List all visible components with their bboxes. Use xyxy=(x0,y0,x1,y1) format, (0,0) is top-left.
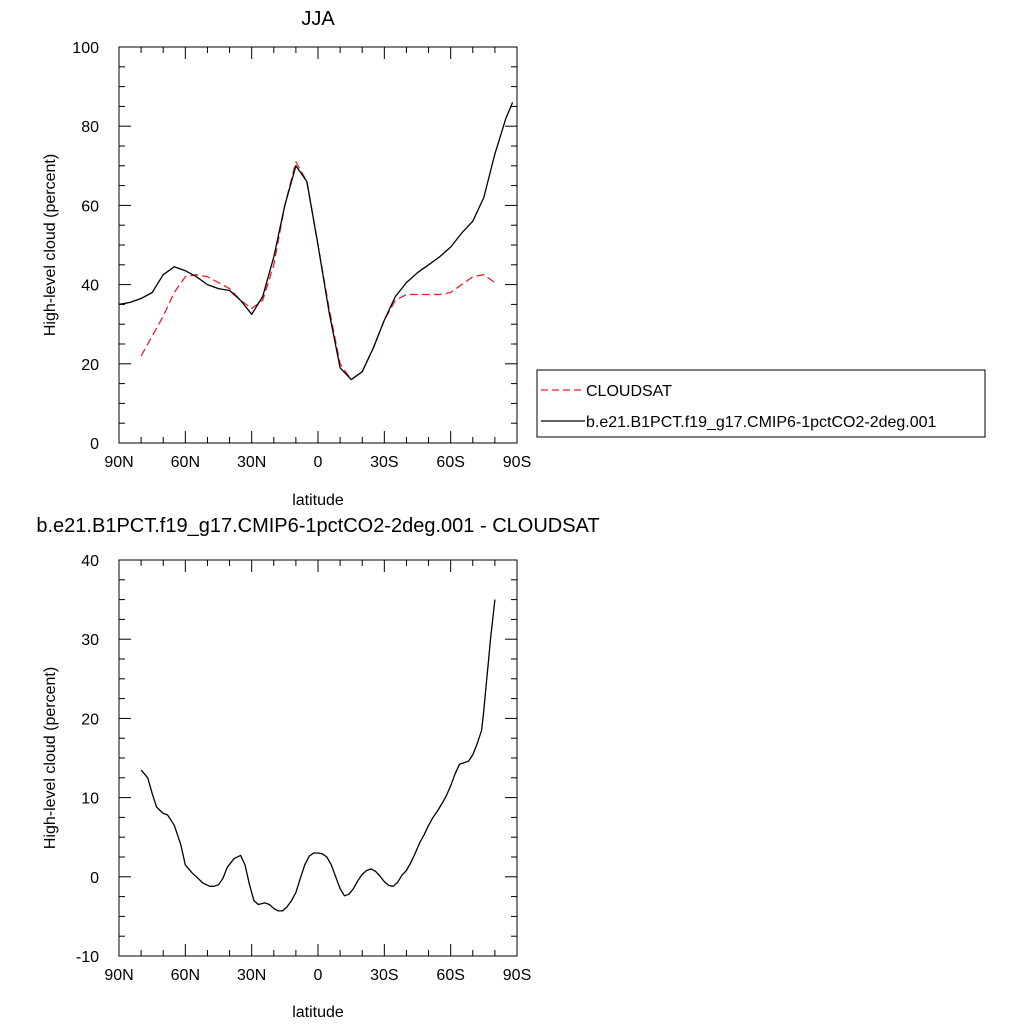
bottom-y-tick-label: 40 xyxy=(81,553,99,570)
top-panel-ylabel: High-level cloud (percent) xyxy=(42,154,59,336)
bottom-y-tick-label: 0 xyxy=(90,870,99,887)
bottom-x-tick-label: 30N xyxy=(237,967,266,984)
top-x-tick-label: 0 xyxy=(314,454,323,471)
bottom-panel-marks: 90N 60N 30N 0 30S 60S 90S -10 0 10 20 30 40 xyxy=(76,553,531,984)
top-x-tick-label: 90N xyxy=(104,454,133,471)
top-series-line-model xyxy=(118,102,514,381)
bottom-x-tick-label: 0 xyxy=(314,967,323,984)
legend-label-cloudsat: CLOUDSAT xyxy=(586,383,672,400)
top-panel-title: JJA xyxy=(301,8,335,30)
top-y-tick-label: 0 xyxy=(90,436,99,453)
bottom-y-tick-label: 20 xyxy=(81,711,99,728)
bottom-x-tick-label: 90N xyxy=(104,967,133,984)
bottom-panel-xlabel: latitude xyxy=(292,1004,344,1021)
bottom-panel: b.e21.B1PCT.f19_g17.CMIP6-1pctCO2-2deg.0… xyxy=(36,515,599,1021)
bottom-x-tick-label: 60N xyxy=(171,967,200,984)
top-x-tick-label: 90S xyxy=(503,454,531,471)
top-x-tick-label: 30S xyxy=(370,454,398,471)
top-y-tick-label: 60 xyxy=(81,198,99,215)
bottom-y-tick-label: 30 xyxy=(81,632,99,649)
bottom-y-tick-label: 10 xyxy=(81,791,99,808)
bottom-series-line-difference xyxy=(140,599,496,912)
bottom-x-tick-label: 60S xyxy=(436,967,464,984)
bottom-x-tick-label: 90S xyxy=(503,967,531,984)
top-panel-marks: 90N 60N 30N 0 30S 60S 90S 0 20 40 60 80 100 xyxy=(72,40,531,471)
bottom-panel-ylabel: High-level cloud (percent) xyxy=(42,667,59,849)
top-y-tick-label: 40 xyxy=(81,278,99,295)
legend-label-model: b.e21.B1PCT.f19_g17.CMIP6-1pctCO2-2deg.0… xyxy=(586,414,937,431)
legend: CLOUDSAT b.e21.B1PCT.f19_g17.CMIP6-1pctC… xyxy=(536,369,986,438)
bottom-y-tick-label: -10 xyxy=(76,949,99,966)
top-series-line-cloudsat xyxy=(140,161,496,381)
top-y-tick-label: 80 xyxy=(81,119,99,136)
top-x-tick-label: 30N xyxy=(237,454,266,471)
bottom-x-tick-label: 30S xyxy=(370,967,398,984)
bottom-panel-title: b.e21.B1PCT.f19_g17.CMIP6-1pctCO2-2deg.0… xyxy=(36,515,599,537)
bottom-panel-frame xyxy=(118,559,518,957)
top-panel: JJA latitude High-level cloud (percent) … xyxy=(42,8,531,509)
top-panel-xlabel: latitude xyxy=(292,492,344,509)
top-y-tick-label: 20 xyxy=(81,357,99,374)
legend-box xyxy=(536,369,986,438)
top-panel-frame xyxy=(118,46,518,444)
top-x-tick-label: 60S xyxy=(436,454,464,471)
top-y-tick-label: 100 xyxy=(72,40,99,57)
top-x-tick-label: 60N xyxy=(171,454,200,471)
